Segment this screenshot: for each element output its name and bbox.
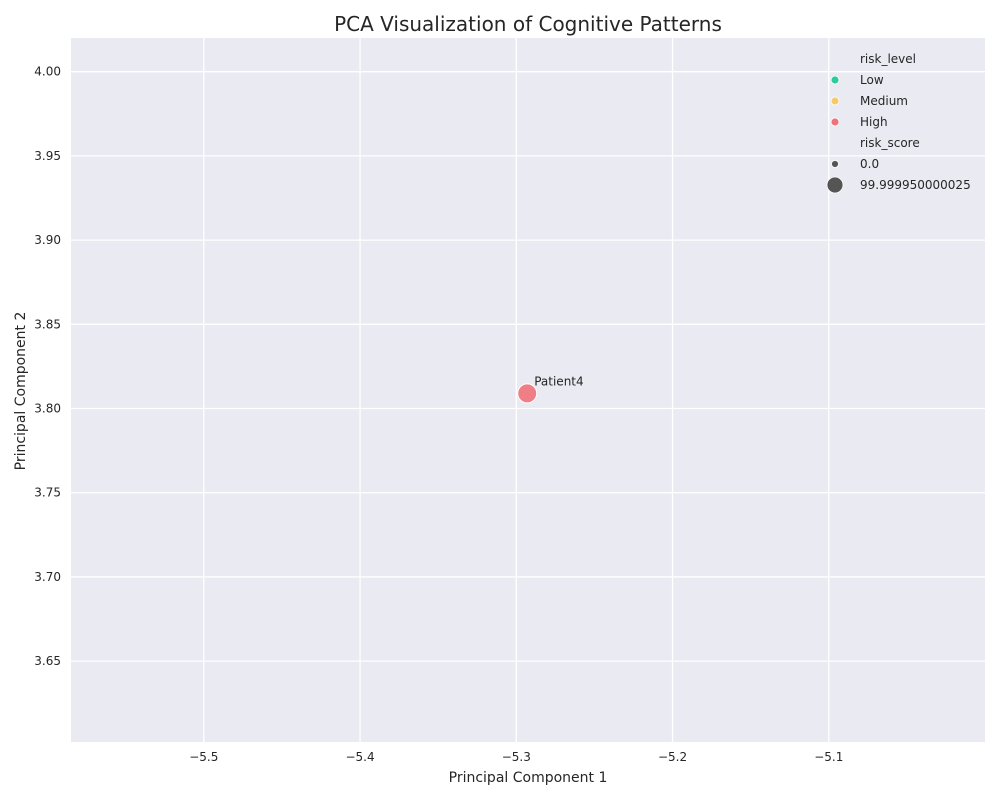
point-annotation: Patient4 (534, 374, 583, 388)
legend-size-title: risk_score (860, 136, 920, 150)
y-tick-label: 3.65 (34, 654, 61, 668)
legend-hue-label: High (860, 115, 888, 129)
tick-layer: −5.5 −5.4 −5.3 −5.2 −5.1 3.65 3.70 3.75 3.80 3.85… (34, 65, 843, 764)
y-tick-label: 3.75 (34, 486, 61, 500)
x-axis-label: Principal Component 1 (449, 770, 608, 786)
legend-hue-label: Low (860, 73, 884, 87)
x-tick-label: −5.3 (502, 750, 531, 764)
legend-hue-title: risk_level (860, 52, 916, 66)
legend-hue-marker (830, 96, 840, 106)
x-tick-label: −5.5 (189, 750, 218, 764)
legend-size-label: 0.0 (860, 157, 879, 171)
legend-size-marker (826, 176, 844, 194)
x-tick-label: −5.1 (814, 750, 843, 764)
y-tick-label: 3.90 (34, 233, 61, 247)
legend-hue-marker (830, 117, 840, 127)
legend-size-label: 99.999950000025 (860, 178, 971, 192)
x-tick-label: −5.2 (658, 750, 687, 764)
legend-hue-label: Medium (860, 94, 908, 108)
y-tick-label: 3.85 (34, 317, 61, 331)
y-tick-label: 3.70 (34, 570, 61, 584)
data-point (517, 383, 538, 404)
x-tick-label: −5.4 (345, 750, 374, 764)
point-layer: Patient4 (517, 374, 584, 404)
y-tick-label: 3.95 (34, 149, 61, 163)
y-tick-label: 3.80 (34, 402, 61, 416)
chart-title: PCA Visualization of Cognitive Patterns (334, 12, 722, 36)
legend-size-marker (831, 160, 839, 168)
y-tick-label: 4.00 (34, 65, 61, 79)
legend-hue-marker (830, 75, 840, 85)
y-axis-label: Principal Component 2 (13, 312, 29, 471)
legend: risk_level Low Medium High risk_score 0.0 99.9… (826, 52, 971, 194)
grid-layer (71, 38, 985, 742)
